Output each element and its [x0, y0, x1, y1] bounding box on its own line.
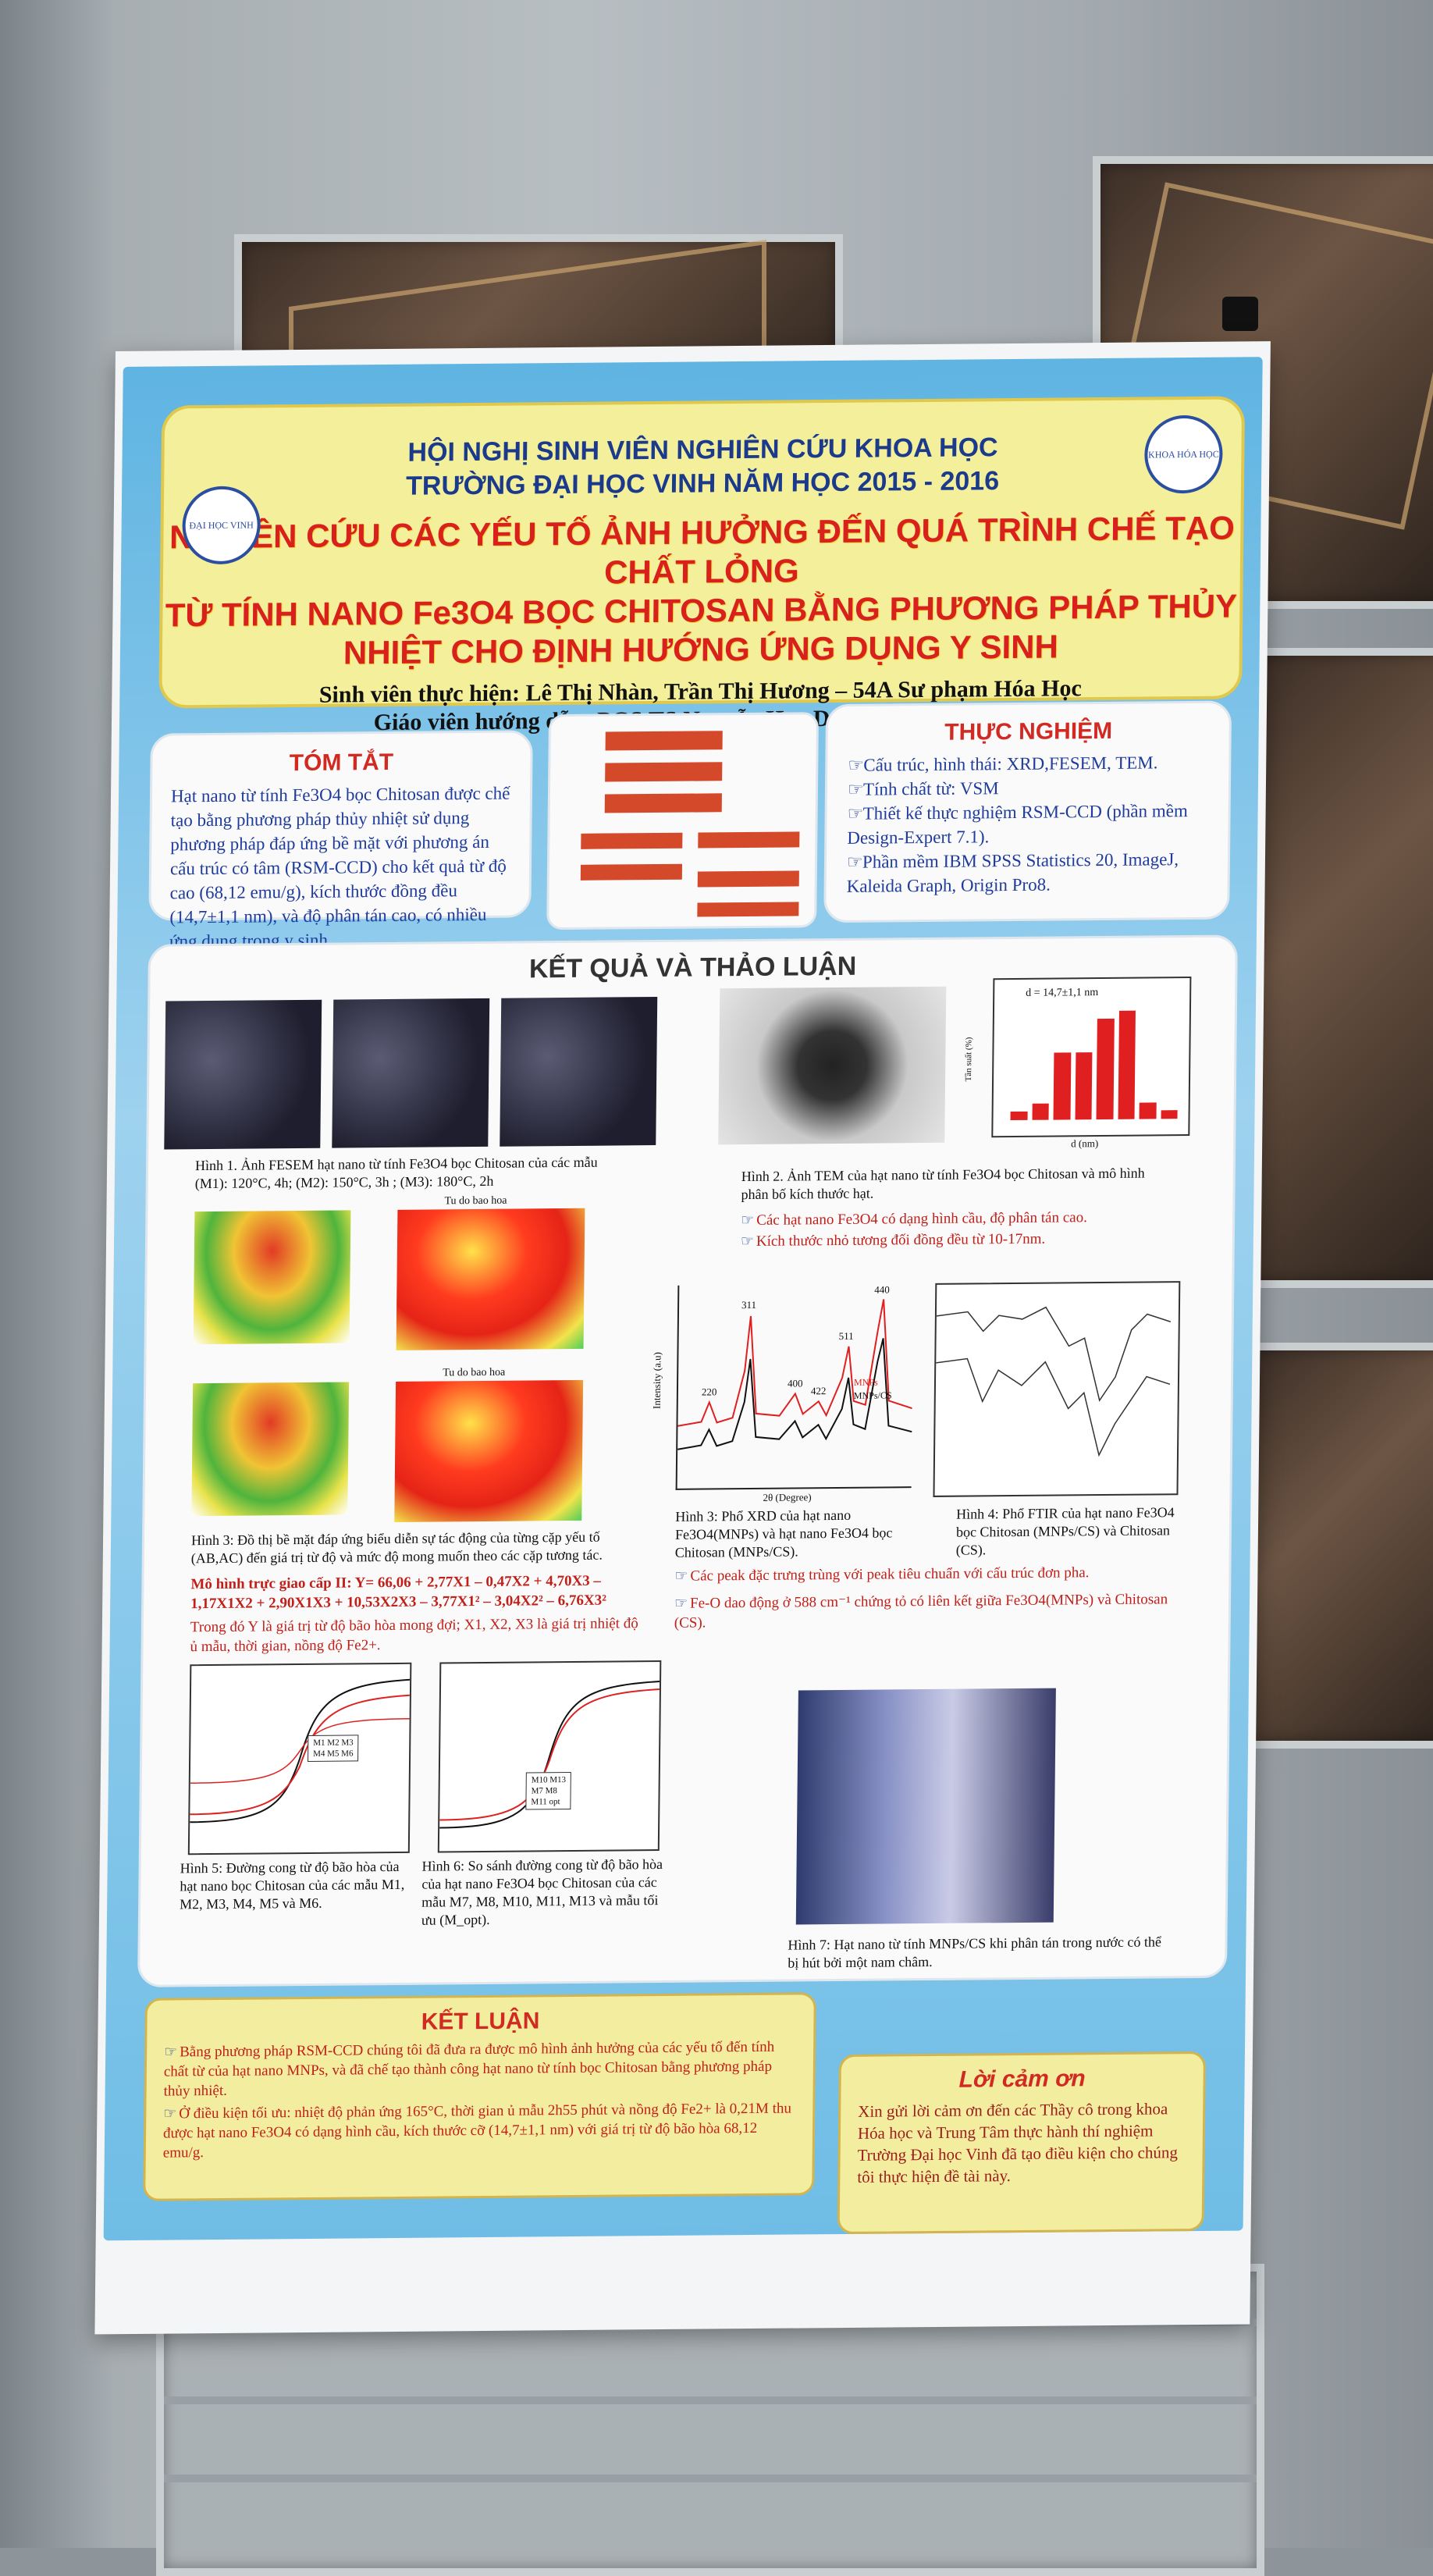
xrd-peak-label: 400 — [787, 1377, 803, 1389]
xrd-peak-label: 511 — [838, 1329, 854, 1342]
experiment-heading: THỰC NGHIỆM — [944, 717, 1113, 745]
pointing-hand-icon: ☞ — [846, 852, 863, 872]
histogram-bar — [1118, 1010, 1136, 1119]
xrd-ylabel: Intensity (a.u) — [650, 1351, 663, 1410]
vsm-curves-2 — [439, 1681, 660, 1829]
figure-vsm2-caption: Hình 6: So sánh đường cong từ độ bão hòa… — [421, 1856, 663, 1928]
xrd-peak-label: 311 — [741, 1298, 757, 1311]
conclusion-text-2: ☞ Ở điều kiện tối ưu: nhiệt độ phản ứng 1… — [162, 2100, 792, 2161]
histogram-bar — [1010, 1112, 1028, 1121]
experiment-item: ☞Thiết kế thực nghiệm RSM-CCD (phần mềm … — [847, 801, 1188, 848]
figure-3-caption: Hình 3: Đồ thị bề mặt đáp ứng biểu diễn … — [190, 1528, 603, 1567]
experiment-item: ☞Tính chất từ: VSM — [848, 774, 1208, 802]
xrd-peak-label: 220 — [701, 1386, 717, 1398]
experiment-item: ☞Phần mềm IBM SPSS Statistics 20, ImageJ… — [846, 849, 1179, 896]
magnet-photo — [795, 1688, 1056, 1925]
results-box: KẾT QUẢ VÀ THẢO LUẬN Hình 1. Ảnh FESEM h… — [137, 934, 1238, 1987]
thanks-text: Xin gửi lời cảm ơn đến các Thầy cô trong… — [857, 2099, 1179, 2186]
pointing-hand-icon: ☞ — [674, 1595, 688, 1612]
xrd-spectrum: 311 220 400 422 511 440 MNPs MNPs/CS Int… — [651, 1283, 914, 1503]
ftir-curves — [936, 1306, 1172, 1457]
pointing-hand-icon: ☞ — [847, 779, 864, 799]
pointing-hand-icon: ☞ — [164, 2044, 178, 2061]
vsm-curves-1 — [190, 1678, 411, 1823]
histogram-bar — [1161, 1110, 1178, 1119]
fesem-image-m1 — [164, 999, 322, 1150]
histogram-bars — [1009, 1002, 1182, 1121]
histogram-bar — [1139, 1101, 1157, 1119]
fesem-image-m2 — [332, 998, 490, 1148]
contour-plot-ab: Tu do bao hoa — [396, 1195, 585, 1350]
thanks-box: Lời cảm ơn Xin gửi lời cảm ơn đến các Th… — [837, 2051, 1206, 2235]
vsm-legend-2: M10 M13 M7 M8 M11 opt — [525, 1772, 572, 1810]
summary-box: TÓM TẮT Hạt nano từ tính Fe3O4 bọc Chito… — [148, 730, 533, 951]
figure-2-note-1: ☞ Các hạt nano Fe3O4 có dạng hình cầu, độ… — [741, 1207, 1178, 1230]
tem-image — [718, 986, 947, 1145]
summary-heading: TÓM TẮT — [289, 749, 394, 777]
figure-magnet-caption: Hình 7: Hạt nano từ tính MNPs/CS khi phâ… — [788, 1934, 1162, 1971]
figure-vsm1-caption: Hình 5: Đường cong từ độ bão hòa của hạt… — [180, 1858, 405, 1912]
pointing-hand-icon: ☞ — [848, 755, 865, 775]
experiment-box: THỰC NGHIỆM ☞Cấu trúc, hình thái: XRD,FE… — [823, 700, 1232, 923]
fesem-image-m3 — [500, 996, 658, 1147]
conference-year: TRƯỜNG ĐẠI HỌC VINH NĂM HỌC 2015 - 2016 — [405, 466, 1000, 501]
model-equation: Mô hình trực giao cấp II: Y= 66,06 + 2,7… — [190, 1572, 606, 1613]
histogram-bar — [1053, 1052, 1071, 1120]
summary-text: Hạt nano từ tính Fe3O4 bọc Chitosan được… — [169, 783, 510, 952]
door-window-lower-right — [1241, 1343, 1433, 1749]
flowchart-box — [546, 712, 820, 930]
poster-title-line1: NGHIÊN CỨU CÁC YẾU TỐ ẢNH HƯỞNG ĐẾN QUÁ … — [169, 509, 1236, 591]
contour-title: Tu do bao hoa — [443, 1366, 506, 1379]
histogram-bar — [1096, 1019, 1115, 1120]
poster-title-line2: TỪ TÍNH NANO Fe3O4 BỌC CHITOSAN BẰNG PHƯ… — [165, 587, 1238, 671]
pointing-hand-icon: ☞ — [740, 1233, 755, 1251]
histogram-ylabel: Tần suất (%) — [963, 1037, 974, 1082]
xrd-peak-label: 440 — [874, 1283, 890, 1296]
conclusion-heading: KẾT LUẬN — [421, 2008, 540, 2035]
histogram-label: d = 14,7±1,1 nm — [1026, 987, 1099, 999]
conclusion-box: KẾT LUẬN ☞ Bằng phương pháp RSM-CCD chúng… — [143, 1992, 816, 2201]
xrd-note: ☞ Các peak đặc trưng trùng với peak tiêu … — [674, 1562, 1174, 1586]
xrd-peak-label: 422 — [810, 1385, 827, 1397]
ftir-spectrum — [933, 1281, 1181, 1497]
pointing-hand-icon: ☞ — [847, 803, 864, 824]
histogram-bar — [1032, 1103, 1049, 1120]
pointing-hand-icon: ☞ — [163, 2105, 177, 2122]
contour-plot-ac: Tu do bao hoa — [394, 1367, 584, 1522]
xrd-curves — [677, 1299, 912, 1450]
histogram-xlabel: d (nm) — [1071, 1137, 1099, 1150]
figure-2-caption: Hình 2. Ảnh TEM của hạt nano từ tính Fe3… — [741, 1165, 1145, 1203]
pointing-hand-icon: ☞ — [674, 1567, 688, 1585]
vsm-legend-1: M1 M2 M3 M4 M5 M6 — [308, 1735, 359, 1762]
histogram-bar — [1075, 1052, 1093, 1120]
response-surface-ab — [193, 1210, 351, 1345]
pointing-hand-icon: ☞ — [741, 1212, 755, 1229]
conference-name: HỘI NGHỊ SINH VIÊN NGHIÊN CỨU KHOA HỌC — [407, 432, 998, 468]
experiment-item: ☞Cấu trúc, hình thái: XRD,FESEM, TEM. — [848, 750, 1208, 777]
door-window-mid-right — [1241, 648, 1433, 1288]
conclusion-text-1: ☞ Bằng phương pháp RSM-CCD chúng tôi đã đ… — [163, 2038, 775, 2100]
vsm-plot-2: M10 M13 M7 M8 M11 opt — [437, 1660, 662, 1853]
vsm-plot-1: M1 M2 M3 M4 M5 M6 — [187, 1662, 412, 1856]
figure-2-note-2: ☞ Kích thước nhỏ tương đối đồng đều từ 10… — [741, 1228, 1178, 1251]
contour-title: Tu do bao hoa — [444, 1194, 507, 1208]
response-surface-ac — [191, 1382, 350, 1517]
poster-header: ĐẠI HỌC VINH KHOA HÓA HỌC HỘI NGHỊ SINH … — [158, 396, 1246, 735]
binder-clip-right — [1222, 297, 1258, 331]
figure-1-caption: Hình 1. Ảnh FESEM hạt nano từ tính Fe3O4… — [194, 1154, 598, 1192]
xrd-legend-mnps-cs: MNPs/CS — [853, 1389, 892, 1401]
poster: ĐẠI HỌC VINH KHOA HÓA HỌC HỘI NGHỊ SINH … — [94, 341, 1271, 2335]
model-note: Trong đó Y là giá trị từ độ bão hòa mong… — [190, 1615, 638, 1656]
figure-ftir-caption: Hình 4: Phổ FTIR của hạt nano Fe3O4 bọc … — [955, 1504, 1175, 1558]
figure-xrd-caption: Hình 3: Phổ XRD của hạt nano Fe3O4(MNPs)… — [674, 1507, 893, 1560]
poster-background: ĐẠI HỌC VINH KHOA HÓA HỌC HỘI NGHỊ SINH … — [103, 357, 1263, 2241]
ftir-note: ☞ Fe-O dao động ở 588 cm⁻¹ chứng tỏ có li… — [674, 1591, 1168, 1631]
xrd-xlabel: 2θ (Degree) — [763, 1491, 812, 1503]
thanks-heading: Lời cảm ơn — [958, 2065, 1086, 2093]
size-histogram: d = 14,7±1,1 nm d (nm) Tần suất (%) — [964, 977, 1192, 1149]
